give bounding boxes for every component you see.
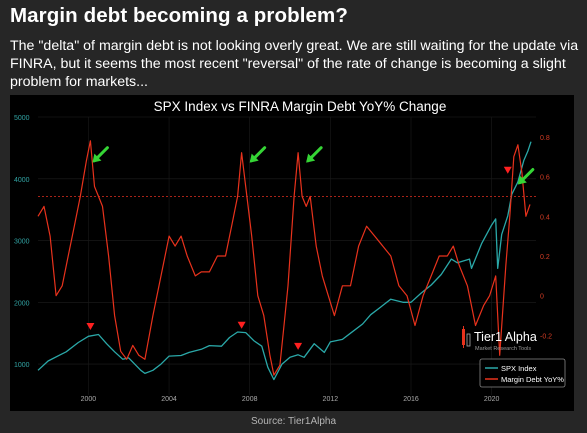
x-tick-label: 2008	[242, 396, 258, 403]
legend-label-spx: SPX Index	[501, 364, 537, 373]
red-triangle-marker-icon	[86, 323, 95, 331]
y2-tick-label: 0.4	[540, 214, 550, 221]
legend-label-margin: Margin Debt YoY%	[501, 375, 564, 384]
y2-tick-label: 0.6	[540, 175, 550, 182]
red-triangle-marker-icon	[237, 321, 246, 329]
x-tick-label: 2020	[484, 396, 500, 403]
series-layer	[37, 140, 532, 381]
x-tick-label: 2000	[81, 396, 97, 403]
y2-tick-label: 0.2	[540, 254, 550, 261]
brand-tagline: Market Research Tools	[475, 346, 531, 352]
y2-tick-label: -0.2	[540, 333, 552, 340]
y2-tick-label: 0	[540, 294, 544, 301]
red-triangle-marker-icon	[294, 342, 303, 350]
legend-box	[479, 358, 566, 388]
headline: Margin debt becoming a problem?	[10, 4, 348, 27]
series-line-margin-debt	[37, 140, 531, 376]
y-tick-label: 3000	[14, 239, 30, 246]
green-arrowhead-icon	[92, 153, 102, 163]
x-tick-label: 2016	[403, 396, 419, 403]
grid-layer	[38, 116, 536, 395]
x-tick-label: 2012	[323, 396, 339, 403]
y-tick-label: 5000	[14, 115, 30, 122]
green-arrowhead-icon	[517, 175, 527, 185]
series-line-spx	[37, 141, 532, 381]
y-tick-label: 2000	[14, 300, 30, 307]
chart-svg: SPX Index vs FINRA Margin Debt YoY% Chan…	[14, 99, 566, 403]
intro-text: The "delta" of margin debt is not lookin…	[10, 38, 579, 90]
source-note: Source: Tier1Alpha	[250, 416, 337, 427]
brand-name: Tier1 Alpha	[474, 330, 537, 344]
x-tick-label: 2004	[161, 396, 177, 403]
green-arrowhead-icon	[306, 153, 316, 163]
brand-logo: Tier1 Alpha Market Research Tools	[462, 326, 537, 352]
y-tick-label: 1000	[14, 362, 30, 369]
chart-panel: SPX Index vs FINRA Margin Debt YoY% Chan…	[10, 95, 574, 411]
y2-tick-label: 0.8	[540, 135, 550, 142]
red-triangle-marker-icon	[503, 166, 512, 174]
green-arrowhead-icon	[249, 153, 259, 163]
chart-title: SPX Index vs FINRA Margin Debt YoY% Chan…	[154, 99, 447, 114]
annotation-layer	[86, 146, 535, 350]
legend: SPX Index Margin Debt YoY%	[479, 358, 566, 388]
brand-candle-icon-2	[466, 333, 471, 347]
y-tick-label: 4000	[14, 177, 30, 184]
